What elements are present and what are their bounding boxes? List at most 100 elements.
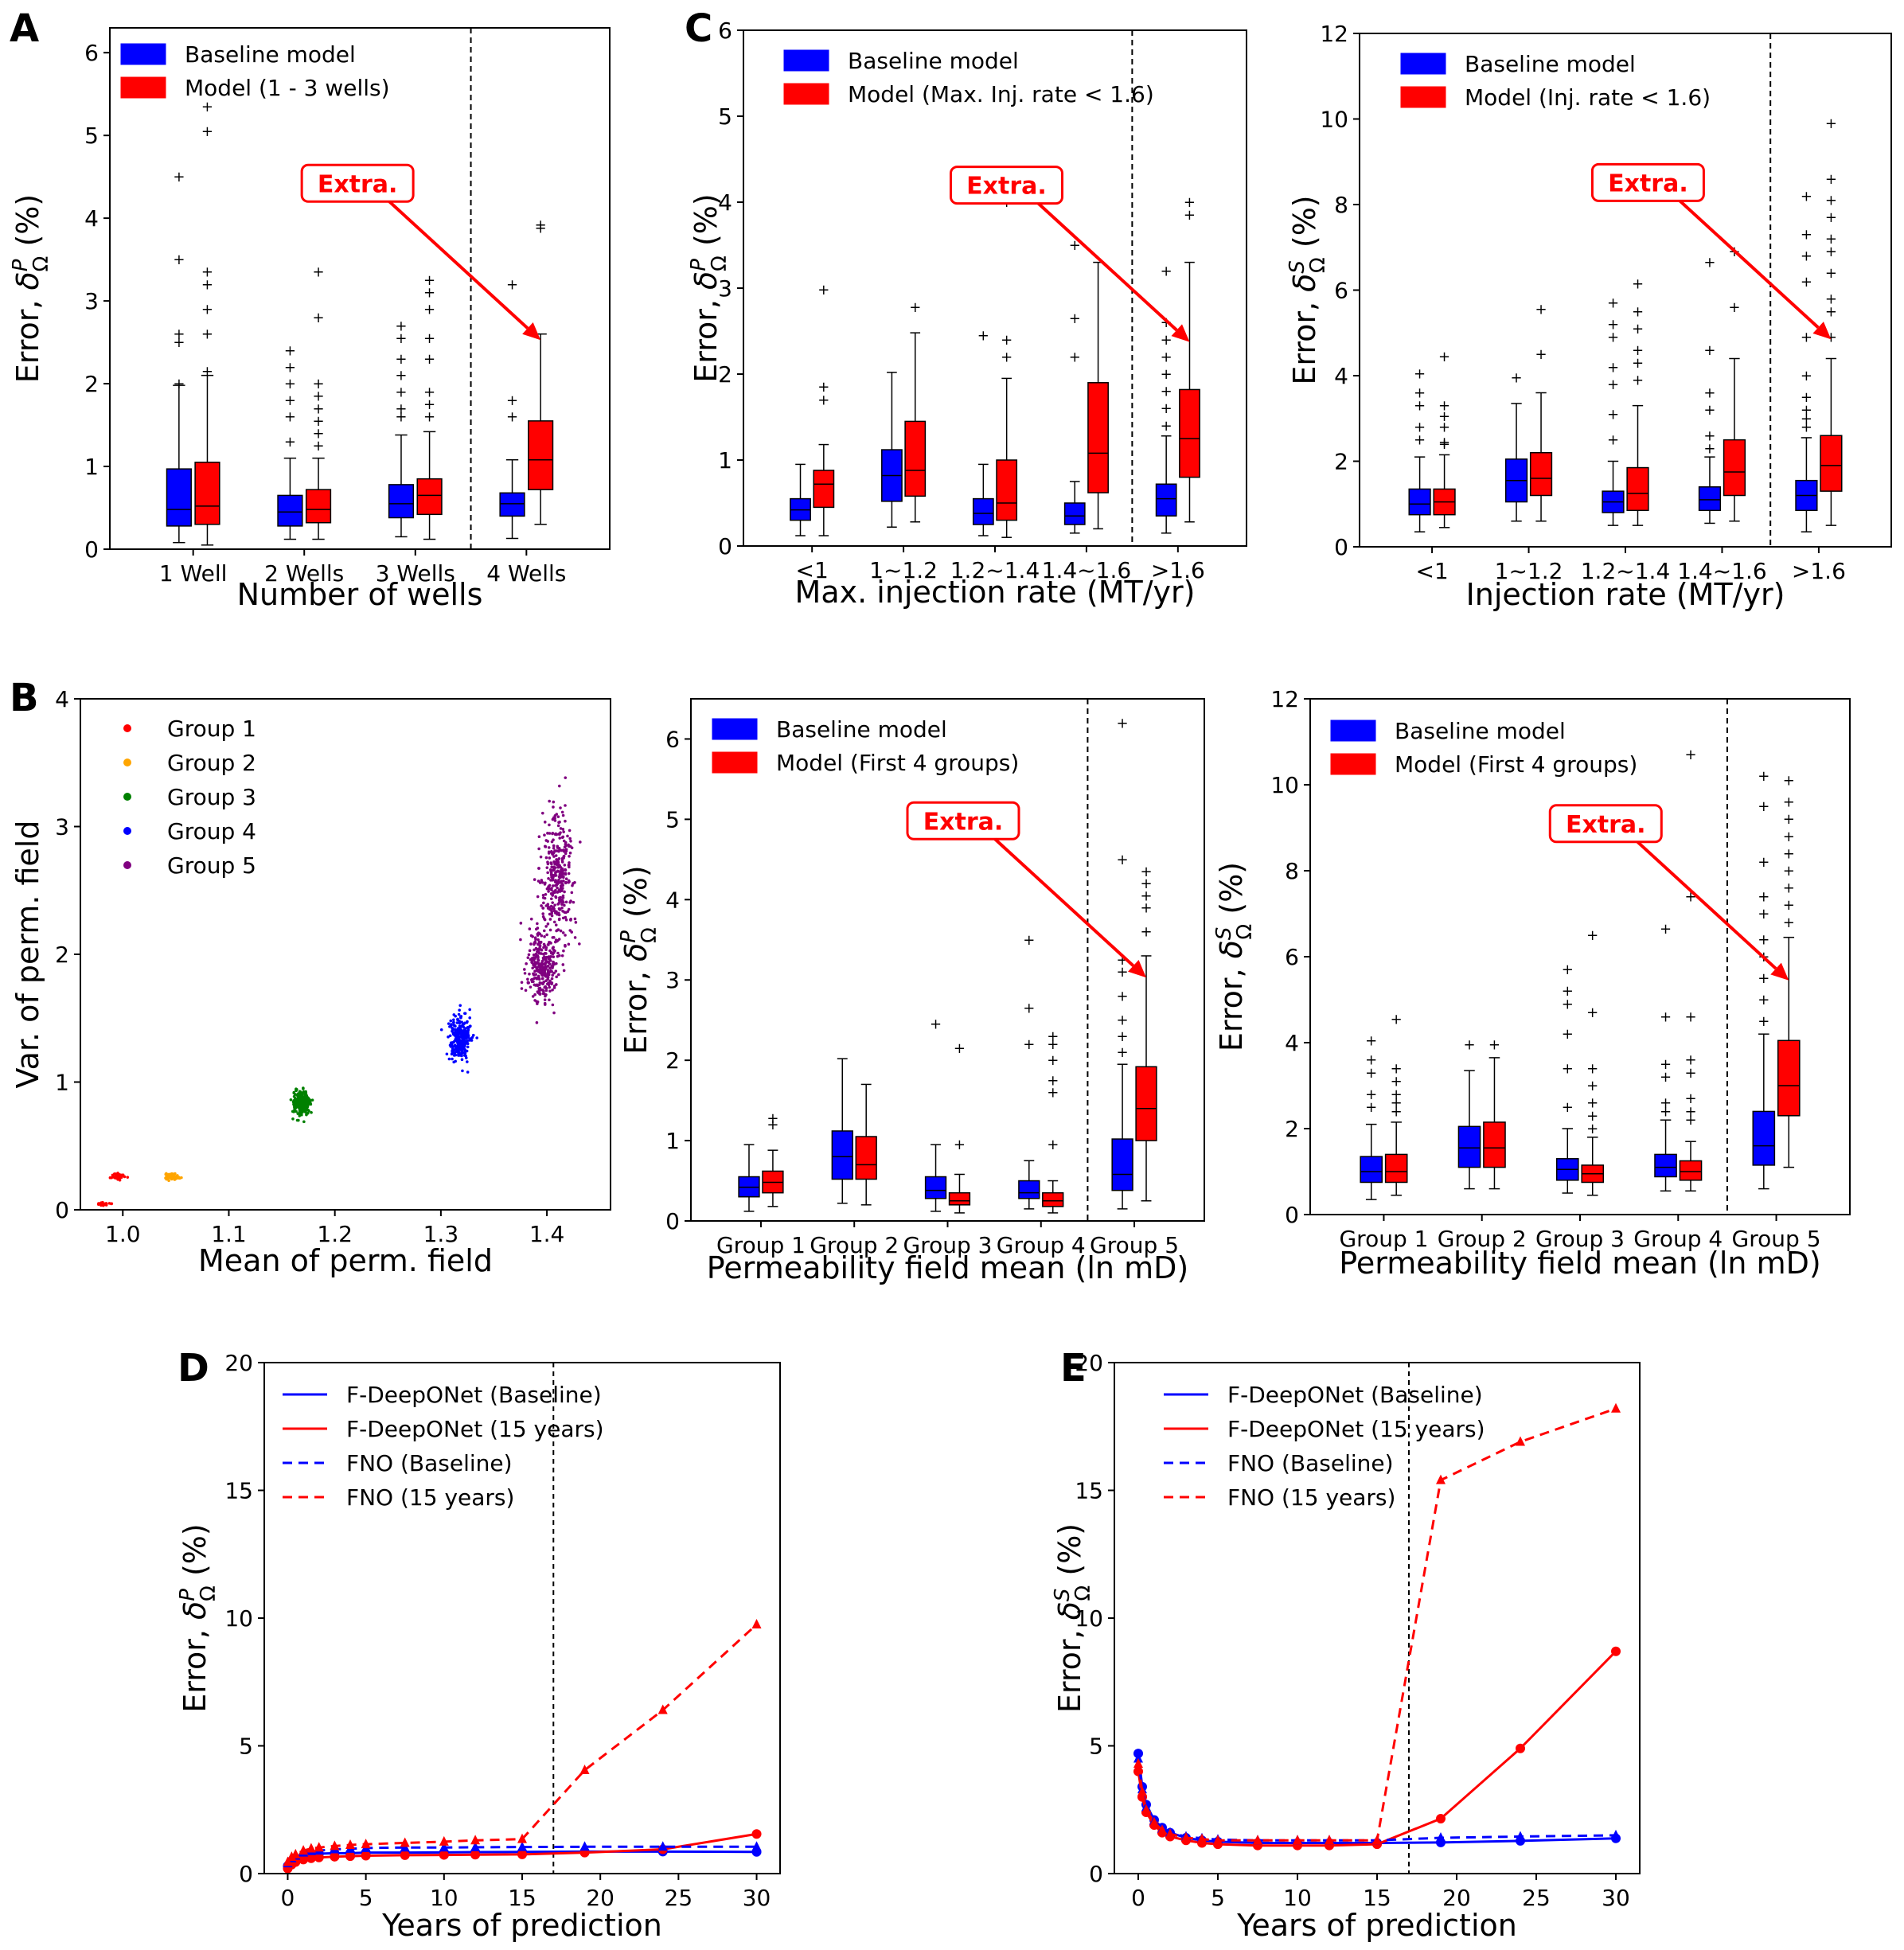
scatter-point (534, 973, 538, 977)
legend-swatch (1400, 53, 1446, 75)
scatter-point (544, 845, 548, 848)
box-model-1-3-wells--3: ++ (528, 216, 554, 525)
extrapolation-annotation: Extra. (1548, 804, 1789, 981)
y-axis-label: Error, δPΩ (%) (176, 1523, 220, 1712)
scatter-point (552, 884, 555, 887)
scatter-point (549, 861, 552, 864)
outlier: + (284, 434, 296, 450)
box-baseline-model-2: +++++++ (1602, 295, 1625, 526)
outlier: + (506, 392, 518, 409)
outlier: + (1825, 115, 1837, 132)
outlier: + (1801, 419, 1812, 436)
scatter-point (540, 880, 544, 884)
data-point (1149, 1816, 1159, 1827)
scatter-point (552, 920, 556, 924)
scatter-point (460, 1051, 463, 1055)
outlier: + (1140, 899, 1152, 916)
scatter-point (456, 1048, 459, 1052)
x-tick-label: 10 (1283, 1885, 1312, 1911)
outlier: + (423, 285, 435, 302)
legend-label: Group 2 (167, 750, 256, 776)
data-point (400, 1850, 410, 1860)
outlier: + (1632, 342, 1644, 359)
scatter-point (548, 979, 552, 983)
scatter-point (464, 1056, 468, 1059)
outlier: + (1825, 244, 1837, 260)
scatter-point (551, 1003, 555, 1007)
data-point (314, 1852, 324, 1862)
outlier: + (173, 376, 185, 392)
chart-C1: +++++++++++++++++++++0123456<11~1.21.2~1… (685, 6, 1247, 610)
scatter-point (310, 1098, 314, 1102)
chart-B3: +++++ +++++++++++++++++++++++++++++++++++… (1212, 686, 1851, 1281)
scatter-point (558, 876, 562, 879)
scatter-point (538, 945, 542, 949)
x-category-label: <1 (1415, 558, 1448, 584)
scatter-series-group-2 (164, 1172, 183, 1183)
outlier: + (1586, 1078, 1598, 1094)
x-tick-label: 20 (1442, 1885, 1471, 1911)
scatter-point (560, 903, 564, 907)
outlier: + (1161, 418, 1172, 435)
outlier: + (1069, 310, 1081, 327)
legend-label: Group 3 (167, 784, 256, 810)
outlier: + (312, 413, 324, 430)
scatter-point (536, 942, 540, 946)
x-category-label: <1 (796, 557, 829, 583)
scatter-point (536, 954, 539, 957)
x-category-label: >1.6 (1151, 557, 1205, 583)
ylabel-suffix: (%) (1052, 1523, 1087, 1585)
scatter-point (560, 859, 564, 863)
outlier: + (312, 264, 324, 281)
scatter-point (561, 909, 564, 913)
box-iqr (904, 420, 927, 497)
scatter-point (468, 1008, 471, 1012)
outlier: + (817, 392, 829, 408)
x-category-label: 4 Wells (486, 560, 566, 587)
scatter-point (457, 1012, 461, 1016)
outlier: + (1562, 1099, 1574, 1116)
annotation-arrow-head (1171, 324, 1190, 342)
x-tick-label: 15 (508, 1885, 536, 1911)
scatter-point (460, 1058, 464, 1062)
annotation-text: Extra. (1608, 170, 1688, 197)
scatter-point (458, 1054, 462, 1057)
scatter-point (454, 1030, 457, 1034)
extrapolation-annotation: Extra. (906, 801, 1147, 978)
scatter-point (548, 883, 552, 887)
x-category-label: Group 5 (1732, 1226, 1821, 1252)
outlier: + (1758, 906, 1769, 922)
scatter-point (559, 806, 562, 809)
outlier: + (1703, 427, 1715, 444)
data-point (657, 1841, 668, 1851)
scatter-point (456, 1043, 460, 1047)
scatter-point (551, 901, 555, 904)
scatter-point (540, 977, 544, 981)
box-model-max-inj-rate-1-6--2: +++ (996, 194, 1018, 538)
box-iqr (1018, 1180, 1040, 1199)
outlier: + (1801, 402, 1812, 419)
scatter-point (556, 954, 560, 958)
x-tick-label: 1.1 (211, 1221, 247, 1247)
scatter-point (548, 989, 552, 993)
scatter-point (546, 960, 550, 964)
box-baseline-model-1: + (1457, 1037, 1481, 1190)
outlier: + (1117, 1012, 1129, 1029)
outlier: + (1801, 227, 1812, 244)
annotation-text: Extra. (1566, 811, 1646, 839)
ylabel-suffix: (%) (1287, 195, 1322, 257)
scatter-point (572, 882, 575, 885)
box-baseline-model-1: ++++++ (277, 342, 303, 540)
scatter-point (463, 1012, 467, 1016)
annotation-box (1590, 162, 1705, 202)
scatter-point (564, 934, 567, 937)
scatter-point (467, 1025, 471, 1029)
box-baseline-model-1 (831, 1058, 853, 1204)
scatter-point (556, 815, 560, 818)
x-tick-label: 25 (1522, 1885, 1551, 1911)
scatter-point (465, 1020, 469, 1024)
ylabel-sup: S (1051, 1589, 1075, 1602)
scatter-point (558, 908, 561, 911)
box-baseline-model-0: +++++ (1360, 1032, 1383, 1200)
box-iqr (1483, 1121, 1506, 1168)
